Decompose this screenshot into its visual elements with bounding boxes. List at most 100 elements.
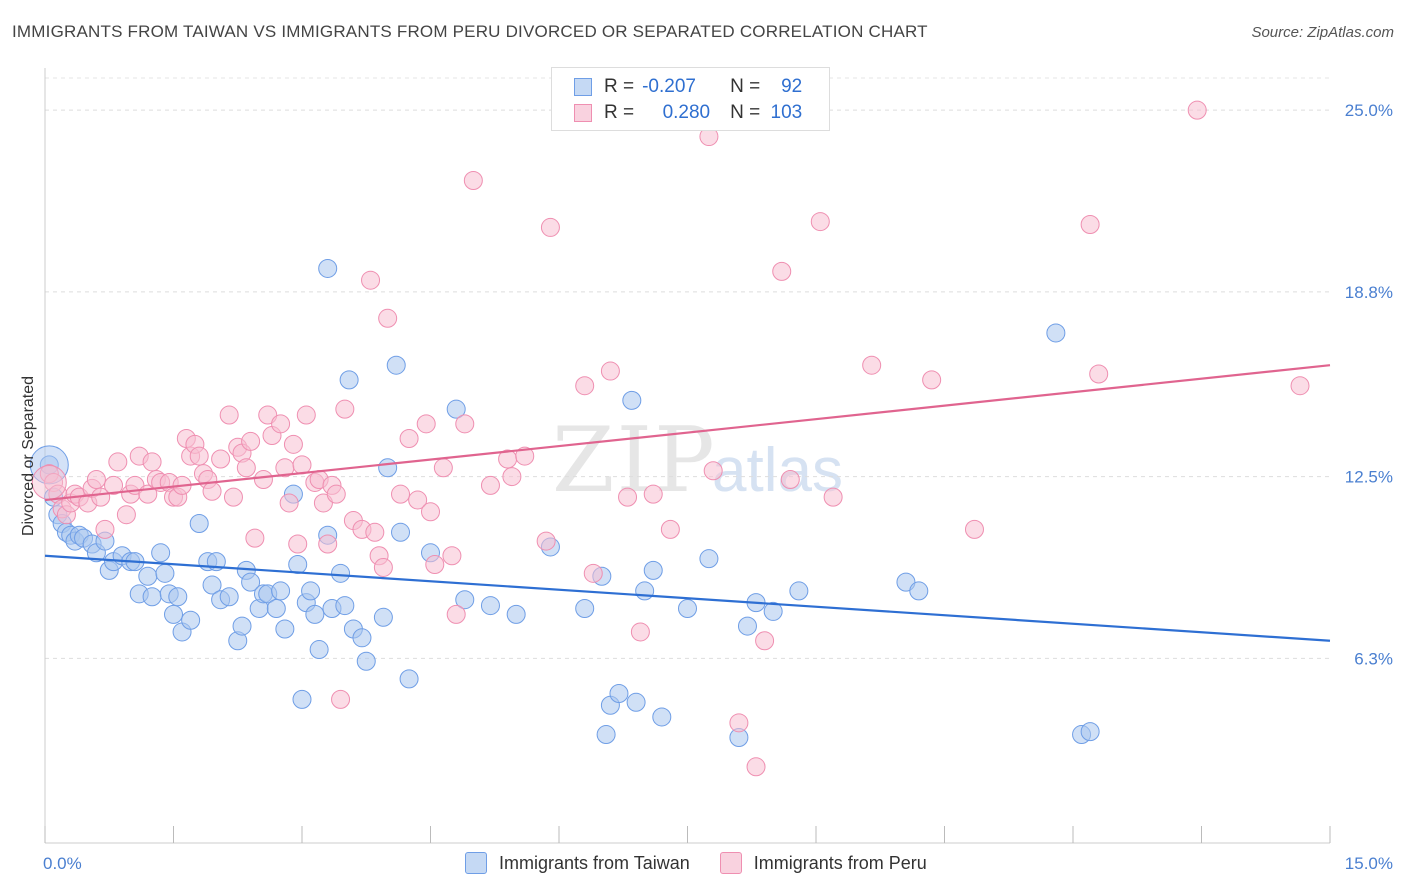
data-point-taiwan [378, 458, 398, 478]
data-point-taiwan [305, 604, 325, 624]
data-point-taiwan [301, 581, 321, 601]
data-point-taiwan [643, 560, 663, 580]
data-point-peru [630, 622, 650, 642]
watermark-atlas: atlas [712, 436, 843, 505]
y-axis-title: Divorced or Separated [20, 376, 37, 536]
trend-line-taiwan [44, 554, 1331, 642]
data-point-peru [583, 563, 603, 583]
data-point-peru [335, 399, 355, 419]
data-point-taiwan [335, 596, 355, 616]
data-point-peru [455, 414, 475, 434]
data-point-peru [540, 217, 560, 237]
data-point-peru [292, 455, 312, 475]
legend-label-taiwan: Immigrants from Taiwan [499, 852, 690, 873]
data-point-taiwan [155, 563, 175, 583]
data-point-taiwan [635, 581, 655, 601]
data-point-taiwan [446, 399, 466, 419]
data-point-peru [142, 452, 162, 472]
data-point-peru [1187, 100, 1207, 120]
data-point-peru [378, 308, 398, 328]
data-point-taiwan [164, 604, 183, 624]
data-point-peru [575, 376, 595, 396]
legend-n-value-taiwan: 92 [781, 76, 803, 97]
data-point-taiwan [266, 598, 286, 618]
legend-item-taiwan[interactable]: Immigrants from Taiwan [465, 852, 690, 874]
data-point-taiwan [506, 604, 526, 624]
data-point-taiwan [309, 640, 329, 660]
data-point-peru [219, 405, 239, 425]
correlation-legend: R = -0.207 N = 92 R = 0.280 N = 103 [551, 67, 830, 131]
data-point-peru [361, 270, 381, 290]
data-point-taiwan [241, 572, 261, 592]
trend-line-peru [44, 364, 1331, 502]
data-point-peru [746, 757, 766, 777]
data-point-peru [189, 446, 209, 466]
data-point-taiwan [737, 616, 757, 636]
x-tick-label-end: 15.0% [1345, 854, 1393, 873]
data-point-peru [86, 470, 106, 490]
data-point-taiwan [399, 669, 419, 689]
data-point-peru [108, 452, 128, 472]
data-point-peru [729, 713, 749, 733]
chart-title: IMMIGRANTS FROM TAIWAN VS IMMIGRANTS FRO… [12, 22, 928, 41]
data-point-taiwan [1046, 323, 1066, 343]
data-point-peru [703, 461, 723, 481]
data-point-taiwan [275, 619, 295, 639]
legend-n-label: N = [730, 76, 761, 97]
data-point-peru [283, 434, 303, 454]
data-point-peru [399, 428, 419, 448]
data-point-peru [772, 261, 792, 281]
source-credit: Source: ZipAtlas.com [1251, 24, 1394, 41]
legend-r-label: R = [604, 76, 635, 97]
legend-item-peru[interactable]: Immigrants from Peru [719, 852, 927, 874]
data-point-peru [1080, 214, 1100, 234]
data-point-peru [964, 519, 984, 539]
legend-row-peru: R = 0.280 N = 103 [574, 101, 802, 125]
data-point-peru [480, 475, 500, 495]
data-point-peru [326, 484, 346, 504]
data-point-peru [421, 502, 440, 522]
legend-n-value-peru: 103 [770, 102, 803, 123]
data-point-taiwan [480, 596, 500, 616]
data-point-peru-large [31, 464, 67, 500]
data-point-peru [391, 484, 411, 504]
data-point-taiwan [575, 598, 595, 618]
data-point-taiwan [202, 575, 222, 595]
data-point-taiwan [373, 607, 393, 627]
legend-swatch-taiwan [465, 852, 487, 874]
data-point-taiwan [699, 549, 719, 569]
data-point-peru [502, 467, 522, 487]
data-point-taiwan [271, 581, 291, 601]
data-point-taiwan [678, 598, 697, 618]
legend-swatch-peru [574, 104, 592, 122]
data-point-peru [755, 631, 775, 651]
y-tick-label: 12.5% [1345, 468, 1393, 487]
data-point-taiwan [356, 651, 376, 671]
data-point-taiwan [455, 590, 475, 610]
y-tick-label: 6.3% [1354, 649, 1393, 668]
data-point-peru [373, 557, 393, 577]
legend-row-taiwan: R = -0.207 N = 92 [574, 75, 802, 99]
data-point-taiwan [391, 522, 411, 542]
data-point-peru [211, 449, 231, 469]
data-point-taiwan [189, 513, 209, 533]
data-point-peru [241, 431, 261, 451]
data-point-peru [536, 531, 556, 551]
data-point-taiwan [138, 566, 158, 586]
data-point-peru [463, 171, 483, 191]
data-point-taiwan [219, 587, 239, 607]
data-point-peru [318, 534, 338, 554]
data-point-taiwan [909, 581, 929, 601]
data-point-peru [425, 555, 445, 575]
data-point-peru [446, 604, 466, 624]
data-point-peru [442, 546, 462, 566]
data-point-taiwan [596, 725, 616, 745]
data-point-peru [600, 361, 620, 381]
data-point-peru [433, 458, 453, 478]
data-point-peru [331, 689, 351, 709]
data-point-peru [245, 528, 265, 548]
data-point-peru [288, 534, 308, 554]
data-point-peru [618, 487, 638, 507]
y-tick-label: 18.8% [1345, 283, 1393, 302]
